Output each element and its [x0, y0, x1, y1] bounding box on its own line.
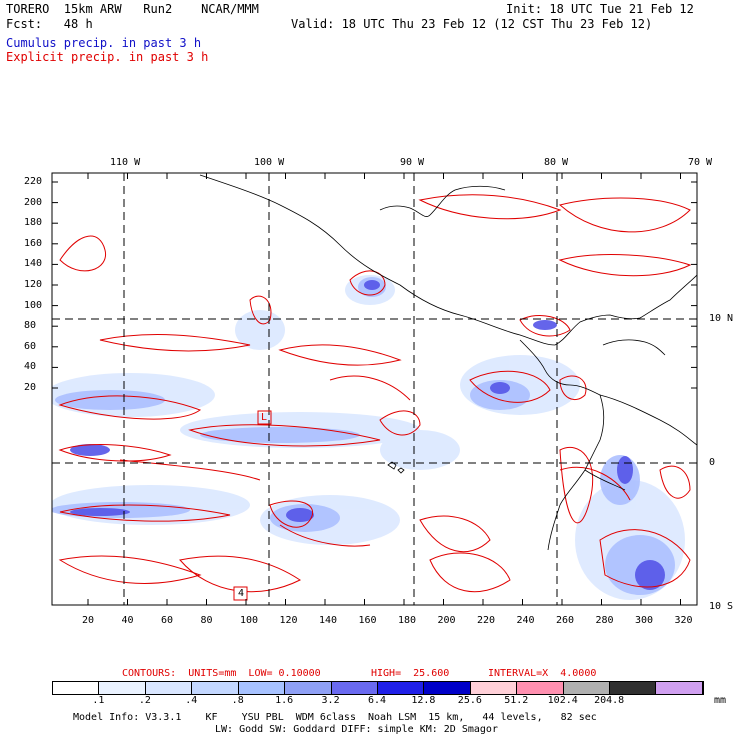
y-tick-label: 220: [24, 176, 43, 187]
colorbar-label: 51.2: [504, 695, 529, 706]
colorbar-label: 25.6: [457, 695, 482, 706]
lon-label-70w: 70 W: [688, 157, 713, 168]
high-marker-label: 4: [238, 588, 245, 599]
colorbar-label: .1: [92, 695, 105, 706]
colorbar-swatch: [99, 682, 146, 694]
colorbar-label: 12.8: [411, 695, 436, 706]
contours-interval: INTERVAL=X 4.0000: [488, 668, 597, 679]
colorbar-swatch: [377, 682, 425, 694]
legend-cumulus: Cumulus precip. in past 3 h: [6, 36, 202, 50]
model-info-line2: LW: Godd SW: Goddard DIFF: simple KM: 2D…: [215, 724, 498, 735]
y-tick-label: 180: [24, 217, 43, 229]
legend-explicit: Explicit precip. in past 3 h: [6, 50, 209, 64]
colorbar-label: .8: [231, 695, 244, 706]
x-tick-label: 100: [240, 615, 259, 626]
colorbar-label: .4: [185, 695, 198, 706]
y-tick-label: 20: [24, 382, 37, 393]
contours-high: HIGH= 25.600: [371, 668, 450, 679]
colorbar-swatch: [145, 682, 193, 694]
y-tick-label: 140: [24, 258, 43, 270]
y-tick-label: 160: [24, 237, 43, 249]
colorbar-swatch: [285, 682, 332, 694]
colorbar-swatch: [610, 682, 657, 694]
x-tick-label: 200: [437, 615, 456, 626]
y-tick-label: 60: [24, 340, 37, 352]
lon-label-90w: 90 W: [400, 157, 425, 168]
x-tick-label: 300: [635, 615, 654, 626]
forecast-hour: Fcst: 48 h: [6, 17, 93, 31]
lat-label-10n: 10 N: [709, 313, 734, 324]
y-tick-label: 80: [24, 320, 37, 332]
colorbar-swatch: [192, 682, 239, 694]
colorbar-swatch: [517, 682, 564, 694]
x-tick-label: 260: [556, 615, 575, 626]
colorbar-swatch: [656, 682, 703, 694]
lat-lon-grid: [52, 173, 697, 605]
colorbar-label: 204.8: [594, 695, 625, 706]
precip-field: [52, 174, 697, 600]
colorbar-label: 1.6: [275, 695, 294, 706]
colorbar-swatch: [238, 682, 286, 694]
low-marker-box: [257, 410, 272, 425]
x-tick-label: 160: [358, 615, 377, 626]
lat-label-0: 0: [709, 457, 716, 468]
x-tick-label: 60: [161, 615, 174, 626]
colorbar-swatch: [563, 682, 611, 694]
y-tick-label: 200: [24, 196, 43, 208]
x-tick-label: 180: [398, 615, 417, 626]
lon-label-80w: 80 W: [544, 157, 569, 168]
x-tick-label: 40: [121, 615, 134, 626]
map-frame: [51, 172, 698, 606]
lon-label-100w: 100 W: [254, 157, 285, 168]
precip-colorbar: [52, 681, 704, 695]
y-tick-label: 40: [24, 361, 37, 373]
valid-time: Valid: 18 UTC Thu 23 Feb 12 (12 CST Thu …: [291, 17, 653, 31]
contours-info: CONTOURS: UNITS=mm LOW= 0.10000: [122, 668, 321, 679]
y-tick-label: 100: [24, 299, 43, 311]
model-title: TORERO 15km ARW Run2 NCAR/MMM: [6, 2, 259, 16]
init-time: Init: 18 UTC Tue 21 Feb 12: [506, 2, 694, 16]
x-tick-label: 80: [200, 615, 213, 626]
colorbar-label: 102.4: [547, 695, 578, 706]
colorbar-swatch: [331, 682, 378, 694]
y-tick-label: 120: [24, 279, 43, 290]
colorbar-swatch: [470, 682, 518, 694]
colorbar-swatch: [53, 682, 100, 694]
low-marker-label: L: [261, 412, 268, 423]
x-tick-label: 320: [674, 615, 693, 626]
high-marker-box: [233, 586, 248, 601]
x-tick-label: 140: [319, 615, 338, 626]
colorbar-label: 3.2: [321, 695, 340, 706]
x-tick-label: 20: [82, 615, 95, 626]
model-info-line1: Model Info: V3.3.1 KF YSU PBL WDM 6class…: [73, 712, 597, 723]
colorbar-unit: mm: [714, 695, 727, 706]
lon-label-110w: 110 W: [110, 157, 141, 168]
x-tick-label: 240: [516, 615, 535, 626]
lat-label-10s: 10 S: [709, 601, 734, 612]
colorbar-swatch: [424, 682, 471, 694]
colorbar-label: 6.4: [367, 695, 387, 706]
x-tick-label: 280: [595, 615, 614, 626]
x-tick-label: 220: [477, 615, 496, 626]
x-tick-label: 120: [279, 615, 298, 626]
colorbar-label: .2: [138, 695, 151, 706]
